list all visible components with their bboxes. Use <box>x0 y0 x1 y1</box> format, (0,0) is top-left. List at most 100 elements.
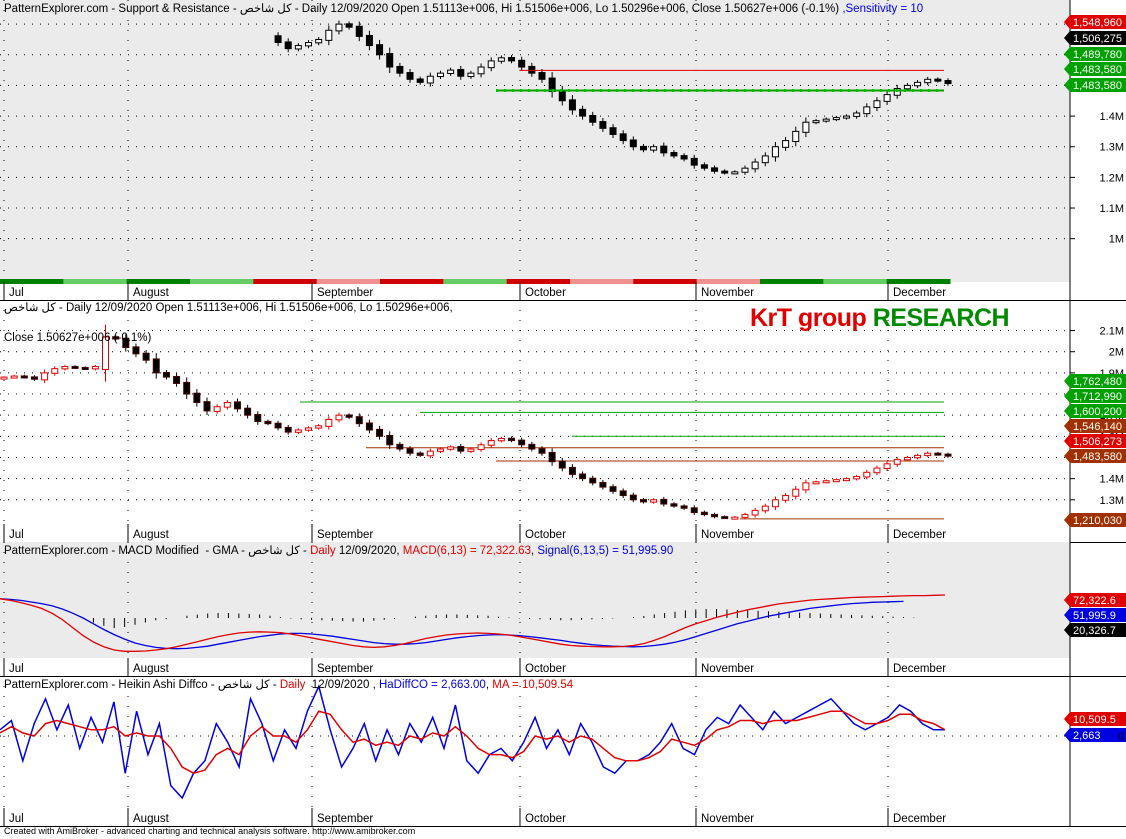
price-candle-down <box>518 439 526 446</box>
plot-background <box>0 542 1070 658</box>
price-candle-down <box>700 511 708 516</box>
sr-candle-up <box>731 171 739 175</box>
price-candle-down <box>508 437 516 442</box>
price-candle-down <box>396 443 404 450</box>
sr-candle-up <box>822 118 830 122</box>
price-candle-down <box>568 466 576 475</box>
badge-bg <box>1070 728 1126 742</box>
month-label: Jul <box>9 663 24 675</box>
sr-candle-up <box>447 69 455 74</box>
sr-candle-up <box>832 117 840 121</box>
month-label: October <box>525 813 566 825</box>
price-candle-down <box>528 443 536 450</box>
price-candle-down <box>660 498 668 505</box>
price-candle-down <box>345 414 353 418</box>
value-badge: 1,712,990 <box>1064 389 1126 403</box>
badge-label: 1,483,580 <box>1073 451 1122 463</box>
price-candle-up <box>650 499 658 503</box>
trend-bar-segment <box>0 279 64 284</box>
price-candle-down <box>81 366 89 370</box>
support-resistance-pane: PatternExplorer.com - Support & Resistan… <box>0 0 1126 301</box>
price-candle-up <box>761 505 769 512</box>
price-candle-down <box>639 499 647 503</box>
month-label: August <box>133 529 170 541</box>
trend-bar-segment <box>570 279 634 284</box>
price-candle-down <box>244 407 252 416</box>
sr-candle-up <box>853 112 861 117</box>
sr-candle-down <box>944 80 952 85</box>
price-candle-down <box>599 481 607 488</box>
month-label: Jul <box>9 287 24 299</box>
sr-candle-up <box>771 146 779 158</box>
macd-line <box>0 594 946 652</box>
sr-candle-down <box>416 78 424 83</box>
price-candle-down <box>365 422 373 431</box>
badge-bg <box>1070 78 1126 92</box>
price-candle-up <box>893 459 901 465</box>
macd-pane: PatternExplorer.com - MACD Modified - GM… <box>0 542 1126 677</box>
price-candle-up <box>812 481 820 485</box>
badge-bg <box>1070 31 1126 45</box>
sr-candle-up <box>305 42 313 47</box>
price-candle-down <box>538 448 546 454</box>
price-candle-down <box>142 352 150 361</box>
month-label: Jul <box>9 813 24 825</box>
value-badge: 2,663 <box>1064 728 1126 742</box>
price-candle-down <box>558 460 566 469</box>
sr-candle-down <box>670 152 678 157</box>
badge-arrow <box>1064 449 1070 463</box>
sr-candle-down <box>680 155 688 160</box>
value-badge: 1,483,580 <box>1064 78 1126 92</box>
month-label: November <box>701 663 754 675</box>
pane3-header: PatternExplorer.com - MACD Modified - GM… <box>4 545 674 557</box>
sr-candle-down <box>639 145 647 151</box>
trend-bar-segment <box>443 279 508 284</box>
footer-credit: Created with AmiBroker - advanced charti… <box>4 826 416 836</box>
price-candle-up <box>487 440 495 446</box>
price-candle-down <box>162 371 170 378</box>
price-candle-down <box>619 490 627 497</box>
badge-arrow <box>1064 593 1070 607</box>
price-candle-up <box>305 427 313 431</box>
price-candle-down <box>254 414 262 423</box>
price-pane: کل شاخص - Daily 12/09/2020 Open 1.51113e… <box>0 300 1126 543</box>
heikin-pane: PatternExplorer.com - Heikin Ashi Diffco… <box>0 676 1126 827</box>
sr-candle-up <box>792 130 800 143</box>
price-candle-down <box>680 505 688 509</box>
price-candle-down <box>274 422 282 429</box>
badge-label: 1,762,480 <box>1073 376 1122 388</box>
month-label: Jul <box>9 529 24 541</box>
sr-candle-up <box>497 57 505 62</box>
ma-line <box>0 710 946 775</box>
badge-label: 1,548,960 <box>1073 17 1122 29</box>
badge-arrow <box>1064 374 1070 388</box>
sr-candle-down <box>934 78 942 82</box>
price-candle-down <box>711 513 719 518</box>
sr-candle-down <box>406 72 414 80</box>
price-candle-down <box>233 401 241 410</box>
sr-candle-up <box>883 94 891 102</box>
trend-bar-segment <box>316 279 381 284</box>
pane4-header: PatternExplorer.com - Heikin Ashi Diffco… <box>4 679 574 691</box>
price-candle-up <box>51 368 59 374</box>
price-candle-up <box>731 516 739 520</box>
trend-bar-segment <box>506 279 571 284</box>
y-tick-label: 1.4M <box>1100 111 1124 123</box>
value-badge: 72,322.6 <box>1064 593 1126 607</box>
sr-candle-down <box>589 114 597 123</box>
badge-label: 51,995.9 <box>1073 610 1116 622</box>
trend-bar-segment <box>190 279 254 284</box>
price-candle-up <box>10 375 18 379</box>
price-candle-down <box>376 428 384 437</box>
y-tick-label: 1.3M <box>1100 142 1124 154</box>
price-candle-down <box>122 337 130 348</box>
badge-label: 1,483,580 <box>1073 64 1122 76</box>
badge-bg <box>1070 404 1126 418</box>
brand-part2: RESEARCH <box>872 304 1010 332</box>
sr-candle-down <box>365 34 373 47</box>
price-candle-down <box>112 336 120 340</box>
badge-bg <box>1070 62 1126 76</box>
trend-bar-segment <box>380 279 444 284</box>
month-label: August <box>133 663 170 675</box>
value-badge: 1,483,580 <box>1064 62 1126 76</box>
